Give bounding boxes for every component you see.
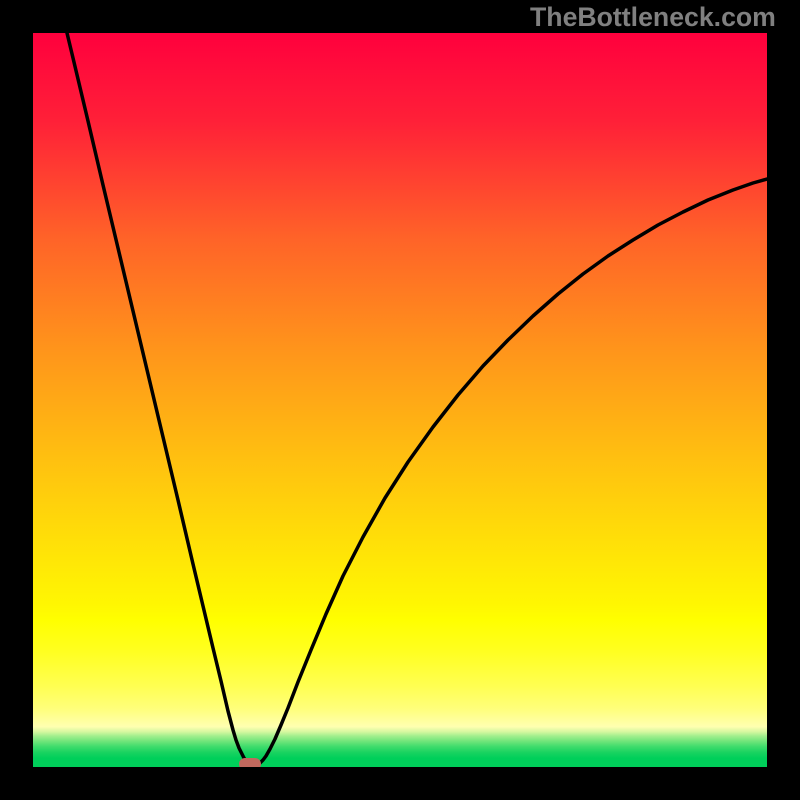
optimal-point-marker [239, 758, 261, 767]
bottleneck-curve [67, 33, 767, 766]
watermark-text: TheBottleneck.com [530, 2, 776, 33]
plot-area [33, 33, 767, 767]
chart-canvas: TheBottleneck.com [0, 0, 800, 800]
curve-layer [33, 33, 767, 767]
